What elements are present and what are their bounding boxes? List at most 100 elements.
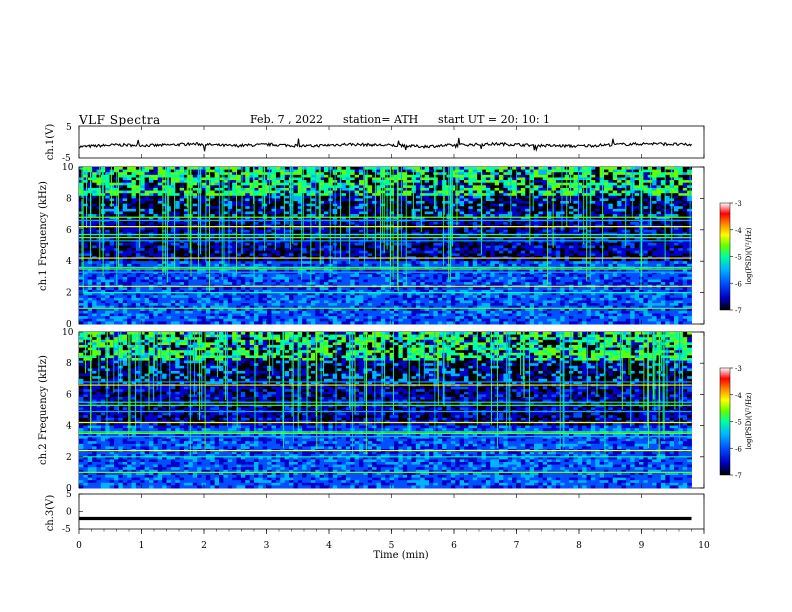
spec-cell (306, 169, 312, 173)
spec-cell (656, 185, 662, 189)
spec-cell (135, 177, 141, 181)
spec-cell (590, 169, 596, 173)
spec-cell (429, 242, 434, 246)
spec-cell (472, 174, 478, 178)
spec-cell (350, 180, 356, 184)
spec-cell (520, 198, 526, 202)
spec-cell (542, 211, 548, 215)
spec-cell (516, 174, 522, 178)
spec-cell (315, 258, 321, 262)
spec-cell (144, 216, 150, 220)
spec-cell (96, 174, 102, 178)
spec-cell (520, 242, 526, 246)
spec-cell (109, 206, 115, 210)
spec-cell (621, 248, 627, 252)
spec-cell (499, 208, 504, 212)
spec-cell (411, 167, 417, 171)
spec-cell (310, 177, 316, 181)
spec-cell (459, 248, 465, 252)
spec-cell (223, 206, 229, 210)
spec-cell (315, 227, 321, 231)
spec-cell (621, 187, 627, 191)
spec-cell (302, 201, 307, 205)
spec-cell (310, 187, 316, 191)
spec-cell (289, 250, 294, 254)
spec-cell (415, 169, 421, 173)
spec-cell (201, 227, 207, 231)
spec-cell (398, 258, 404, 262)
spec-cell (284, 203, 290, 207)
spec-cell (105, 193, 111, 197)
spec-cell (192, 201, 198, 205)
spec-cell (258, 250, 264, 254)
spec-cell (284, 214, 290, 218)
spec-cell (647, 245, 653, 249)
spec-cell (315, 190, 321, 194)
spec-cell (122, 201, 128, 205)
spec-cell (621, 190, 627, 194)
spec-cell (547, 187, 552, 191)
spec-cell (402, 216, 408, 220)
spec-cell (372, 187, 377, 191)
spec-cell (538, 248, 544, 252)
spec-cell (481, 172, 487, 176)
spec-cell (687, 250, 692, 254)
spec-cell (525, 177, 531, 181)
spec-cell (590, 203, 596, 207)
spec-cell (459, 182, 465, 186)
spec-cell (240, 203, 246, 207)
spec-cell (350, 201, 356, 205)
spec-cell (499, 248, 504, 252)
spec-cell (656, 206, 662, 210)
spec-cell (389, 198, 395, 202)
spec-cell (109, 180, 115, 184)
spec-cell (398, 245, 404, 249)
spec-cell (184, 195, 189, 199)
spec-cell (258, 253, 264, 257)
spec-cell (481, 214, 487, 218)
spec-cell (665, 174, 671, 178)
spec-cell (604, 214, 609, 218)
spec-cell (319, 201, 325, 205)
spec-cell (249, 169, 255, 173)
spec-cell (525, 216, 531, 220)
spec-cell (135, 201, 141, 205)
spec-cell (450, 248, 456, 252)
spec-cell (551, 248, 557, 252)
spec-cell (380, 258, 386, 262)
spec-cell (429, 177, 434, 181)
spec-cell (227, 169, 233, 173)
spec-cell (122, 258, 128, 262)
spec-cell (621, 253, 627, 257)
spec-cell (687, 203, 692, 207)
spec-cell (337, 242, 342, 246)
spec-cell (538, 253, 544, 257)
spec-cell (420, 258, 426, 262)
spec-cell (302, 185, 307, 189)
spec-cell (122, 193, 128, 197)
spec-cell (604, 190, 609, 194)
spec-cell (656, 229, 662, 233)
spec-cell (604, 187, 609, 191)
spec-cell (472, 201, 478, 205)
spec-cell (555, 182, 561, 186)
spec-cell (131, 248, 137, 252)
spec-cell (140, 195, 146, 199)
spec-cell (284, 167, 290, 171)
spec-cell (450, 211, 456, 215)
spec-cell (617, 172, 622, 176)
spec-cell (236, 193, 242, 197)
spec-cell (634, 195, 640, 199)
spec-cell (127, 221, 132, 225)
spec-cell (582, 250, 587, 254)
spec-cell (534, 203, 539, 207)
spec-cell (503, 221, 509, 225)
spec-cell (149, 195, 154, 199)
spec-cell (621, 167, 627, 171)
spec-cell (424, 203, 430, 207)
spec-cell (551, 187, 557, 191)
spec-cell (105, 211, 111, 215)
spec-cell (407, 187, 412, 191)
spec-cell (652, 203, 657, 207)
spec-cell (604, 208, 609, 212)
